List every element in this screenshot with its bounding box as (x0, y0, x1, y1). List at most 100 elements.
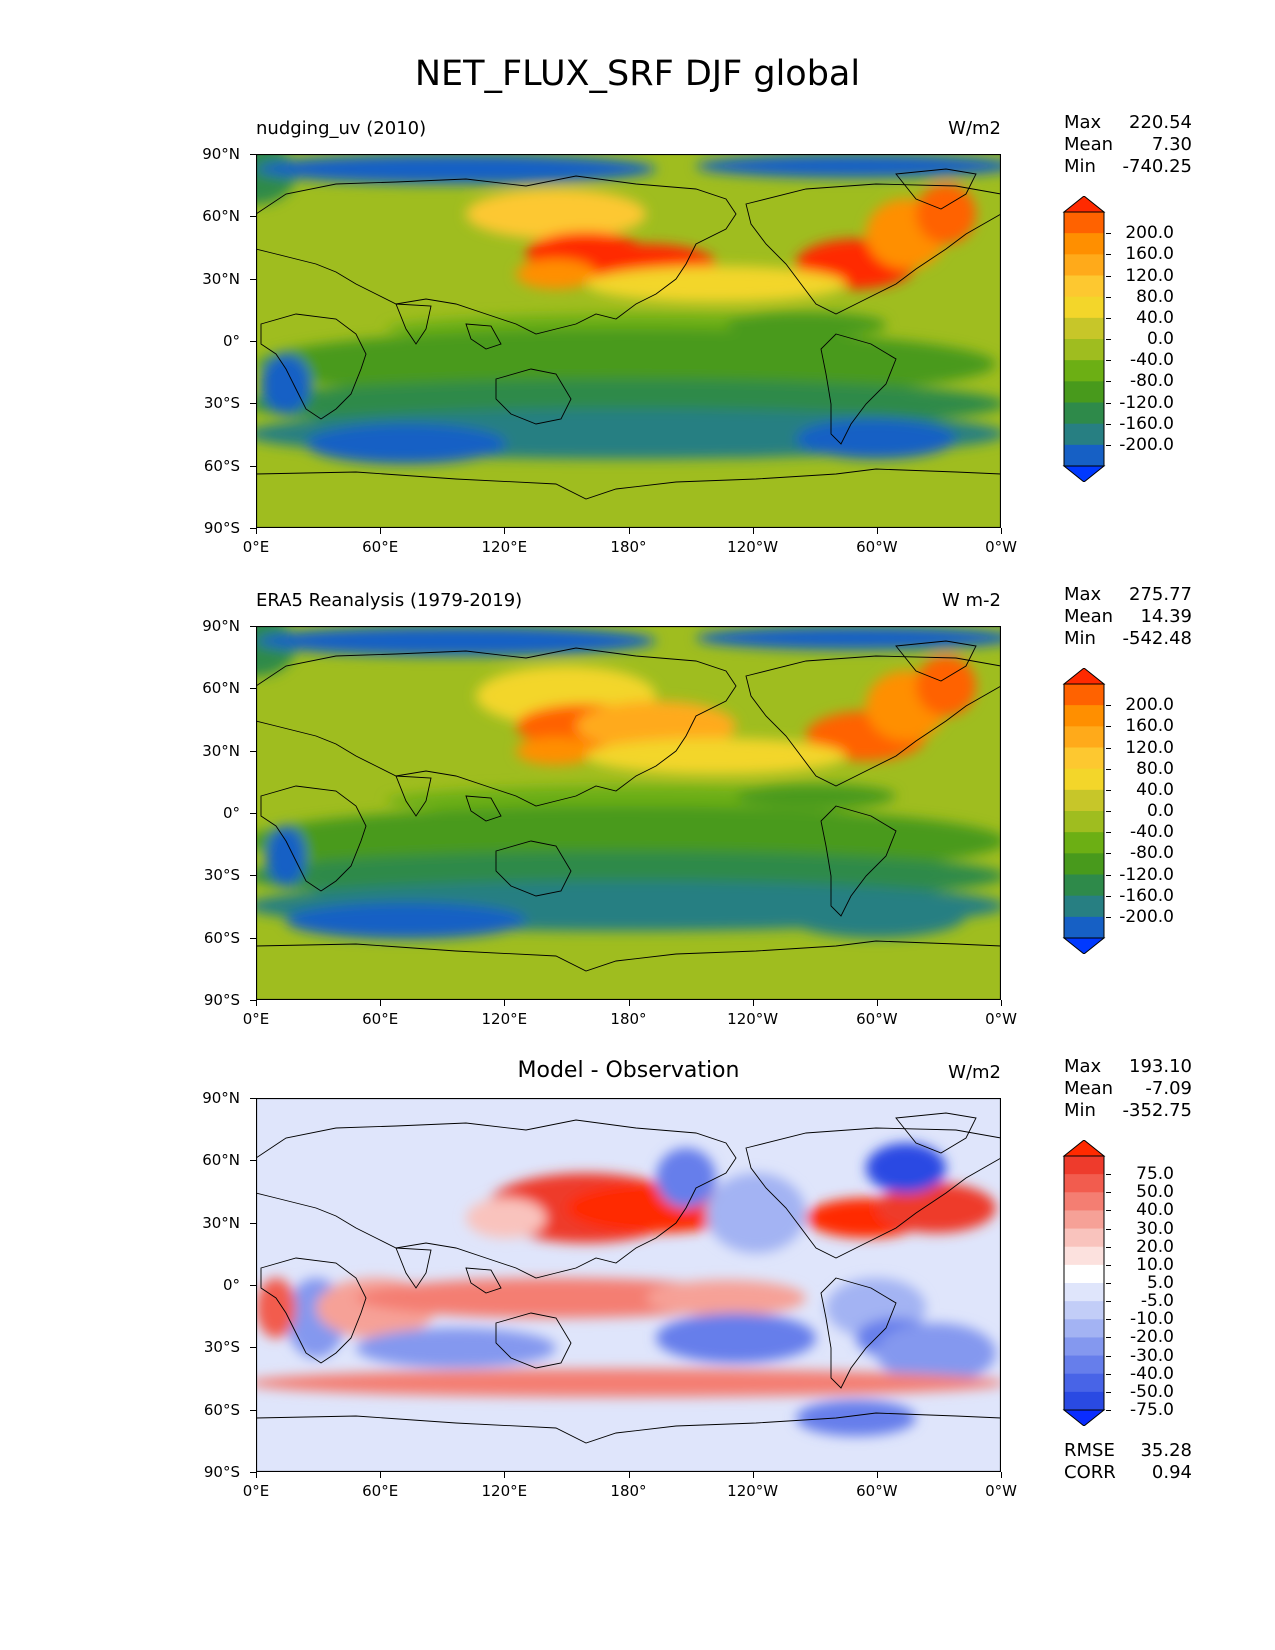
stat-value: 193.10 (1129, 1056, 1192, 1077)
stat-label: Max (1064, 584, 1102, 605)
colorbar-tick (1106, 1192, 1111, 1194)
colorbar-segment (1064, 895, 1104, 918)
contour-region (356, 1328, 556, 1368)
colorbar-tick (1106, 874, 1111, 876)
colorbar-segment (1064, 1192, 1104, 1211)
colorbar-tick (1106, 1410, 1111, 1411)
contour-region (356, 1278, 756, 1318)
lat-tick-label: 60°N (202, 679, 240, 698)
panel-center-title: Model - Observation (517, 1058, 740, 1083)
colorbar-extend-max (1062, 1140, 1106, 1157)
lat-tick (250, 154, 256, 155)
colorbar-segment (1064, 1355, 1104, 1375)
map-canvas (256, 1098, 1001, 1472)
colorbar-tick (1106, 402, 1111, 404)
colorbar-tick-label: 160.0 (1125, 244, 1174, 265)
stat-value: -542.48 (1122, 628, 1192, 649)
colorbar-tick (1106, 1373, 1111, 1375)
panel-left-title: ERA5 Reanalysis (1979-2019) (256, 590, 523, 611)
colorbar-tick (1106, 1246, 1111, 1248)
lat-tick (250, 465, 256, 467)
coastline-seasia (465, 1267, 502, 1294)
stat-value: 14.39 (1140, 606, 1192, 627)
colorbar-segment (1064, 1246, 1104, 1266)
contour-region (706, 1173, 806, 1253)
coastline-antarctica (256, 940, 1001, 1000)
contour-region (256, 329, 996, 399)
lat-tick-label: 90°N (202, 617, 240, 635)
contour-region (516, 737, 596, 765)
coastline-samerica (820, 333, 897, 445)
lat-tick-label: 90°S (203, 519, 240, 537)
lon-tick-label: 0°E (242, 1010, 270, 1028)
lon-tick-label: 180° (610, 1482, 647, 1500)
colorbar-tick-label: 160.0 (1125, 716, 1174, 737)
colorbar-tick-label: -160.0 (1119, 885, 1174, 906)
lat-tick (250, 278, 256, 280)
colorbar-segment (1064, 1174, 1104, 1193)
colorbar-tick (1106, 317, 1111, 319)
lat-tick-label: 30°N (202, 741, 240, 760)
coastline-greenland (895, 1112, 977, 1154)
colorbar-tick-label: -30.0 (1130, 1345, 1174, 1366)
colorbar-segment (1064, 832, 1104, 854)
lon-tick-label: 60°W (856, 538, 898, 556)
colorbar-tick (1106, 1355, 1111, 1357)
lon-tick (628, 528, 630, 534)
lon-tick (628, 1472, 630, 1478)
contour-region (516, 259, 596, 289)
colorbar-extend-min (1062, 937, 1106, 954)
colorbar-segment (1064, 874, 1104, 897)
coastline-namerica (745, 183, 1001, 315)
colorbar-segment (1064, 684, 1104, 706)
contour-region (256, 626, 656, 656)
colorbar-tick-label: 200.0 (1125, 223, 1174, 244)
stat-value: -7.09 (1145, 1078, 1192, 1099)
stat-value: -740.25 (1122, 156, 1192, 177)
lon-tick (876, 1472, 878, 1478)
lat-tick-label: 30°N (202, 1213, 240, 1232)
colorbar-segment (1064, 1156, 1104, 1175)
coastline-india (395, 303, 432, 345)
colorbar-tick-label: 0.0 (1146, 329, 1174, 349)
colorbar-segment (1064, 1264, 1104, 1284)
colorbar-tick (1106, 444, 1111, 446)
lon-tick (876, 528, 878, 534)
lat-tick (250, 1347, 256, 1349)
lat-tick (250, 1222, 256, 1224)
stat-label: Min (1064, 628, 1096, 649)
colorbar-segment (1064, 212, 1104, 234)
lat-tick-label: 60°N (202, 1151, 240, 1170)
colorbar-tick-label: -40.0 (1130, 1363, 1174, 1384)
coastline-samerica (820, 805, 897, 917)
lat-tick (250, 1409, 256, 1411)
colorbar-segment (1064, 1337, 1104, 1357)
lat-tick-label: 0° (222, 332, 240, 350)
lon-tick-label: 0°W (985, 538, 1017, 556)
coastline-africa (260, 313, 367, 420)
colorbar-tick (1106, 747, 1111, 749)
colorbar-segment (1064, 381, 1104, 403)
lat-tick (250, 813, 256, 814)
colorbar (1062, 668, 1106, 954)
contour-region (586, 738, 846, 774)
colorbar-segment (1064, 444, 1104, 467)
lon-tick-label: 120°W (727, 1482, 779, 1500)
colorbar-segment (1064, 768, 1104, 791)
stat-label: Max (1064, 1056, 1102, 1077)
lat-tick-label: 60°S (203, 456, 240, 475)
lat-tick-label: 0° (222, 804, 240, 822)
coastline-india (395, 1247, 432, 1289)
lon-tick-label: 60°E (362, 1482, 399, 1500)
coastline-africa (260, 1257, 367, 1364)
colorbar-segment (1064, 853, 1104, 875)
colorbar-tick (1106, 360, 1111, 362)
colorbar-tick (1106, 233, 1111, 235)
colorbar-tick-label: -160.0 (1119, 413, 1174, 434)
lat-tick (250, 1098, 256, 1099)
map-frame (256, 626, 1001, 1000)
stats-block: Max 193.10 Mean -7.09 Min -352.75 (1064, 1056, 1192, 1122)
panel-left-title: nudging_uv (2010) (256, 118, 427, 139)
lat-tick (250, 528, 256, 529)
colorbar-tick (1106, 789, 1111, 791)
